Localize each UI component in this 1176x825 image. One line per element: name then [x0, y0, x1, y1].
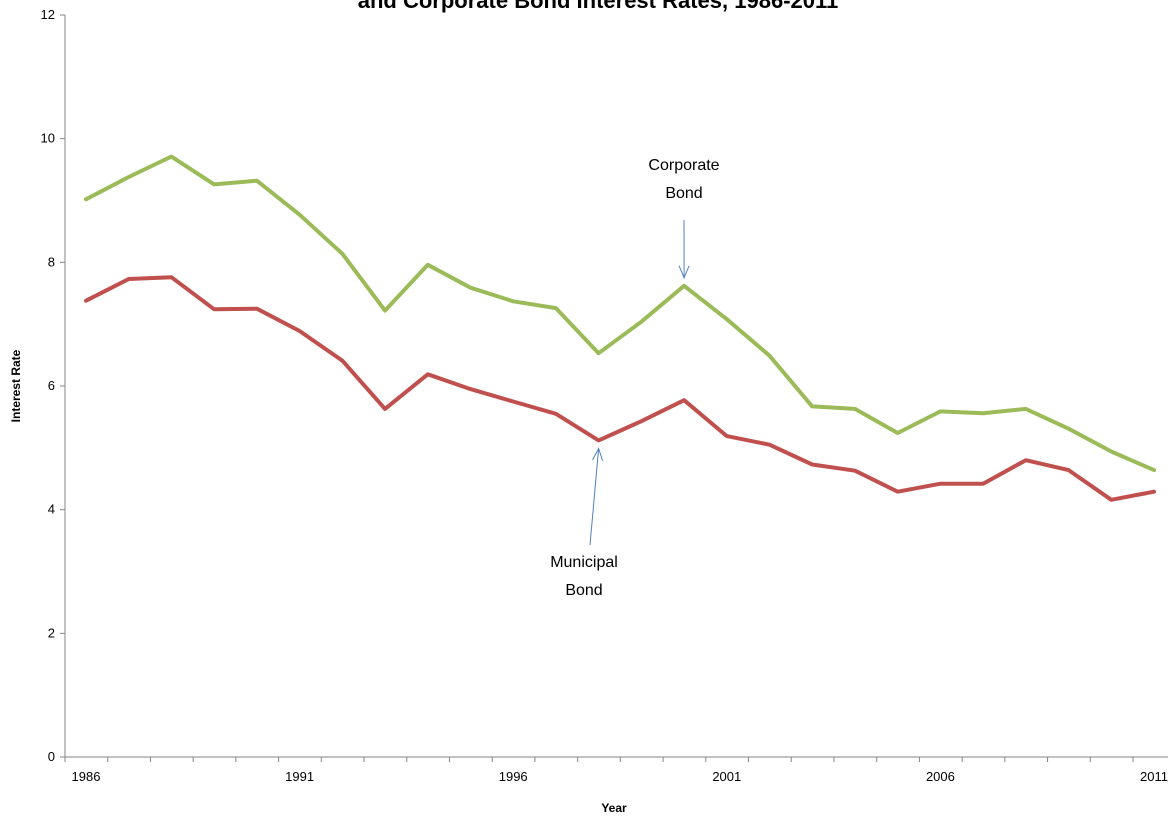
y-axis-title: Interest Rate	[9, 349, 23, 422]
x-tick-label: 1991	[285, 769, 314, 784]
x-axis-title: Year	[601, 801, 627, 815]
x-tick-label: 2006	[926, 769, 955, 784]
annotation-label-municipal: Municipal	[550, 554, 618, 571]
y-tick-label: 8	[48, 254, 55, 269]
chart-title: and Corporate Bond Interest Rates, 1986-…	[358, 0, 839, 13]
x-tick-label: 2001	[712, 769, 741, 784]
y-tick-label: 6	[48, 378, 55, 393]
y-tick-label: 0	[48, 749, 55, 764]
series-line-municipal	[86, 277, 1154, 500]
axes: 0 2 4 6 8 10 12 1986 1991 1996 2001 2006 2011	[41, 7, 1168, 784]
annotation-label-corporate: Corporate	[648, 157, 719, 174]
annotation-label-corporate: Bond	[665, 185, 702, 202]
x-tick-label: 1986	[72, 769, 101, 784]
annotation-arrow-municipal	[590, 448, 599, 545]
y-tick-label: 12	[41, 7, 55, 22]
y-tick-label: 4	[48, 502, 55, 517]
series-line-corporate	[86, 157, 1154, 471]
y-tick-label: 10	[41, 131, 55, 146]
x-tick-label: 1996	[499, 769, 528, 784]
series-lines	[86, 157, 1154, 500]
annotations: Corporate Bond Municipal Bond	[550, 157, 719, 599]
x-tick-label: 2011	[1140, 769, 1168, 784]
annotation-label-municipal: Bond	[565, 582, 602, 599]
y-tick-label: 2	[48, 625, 55, 640]
